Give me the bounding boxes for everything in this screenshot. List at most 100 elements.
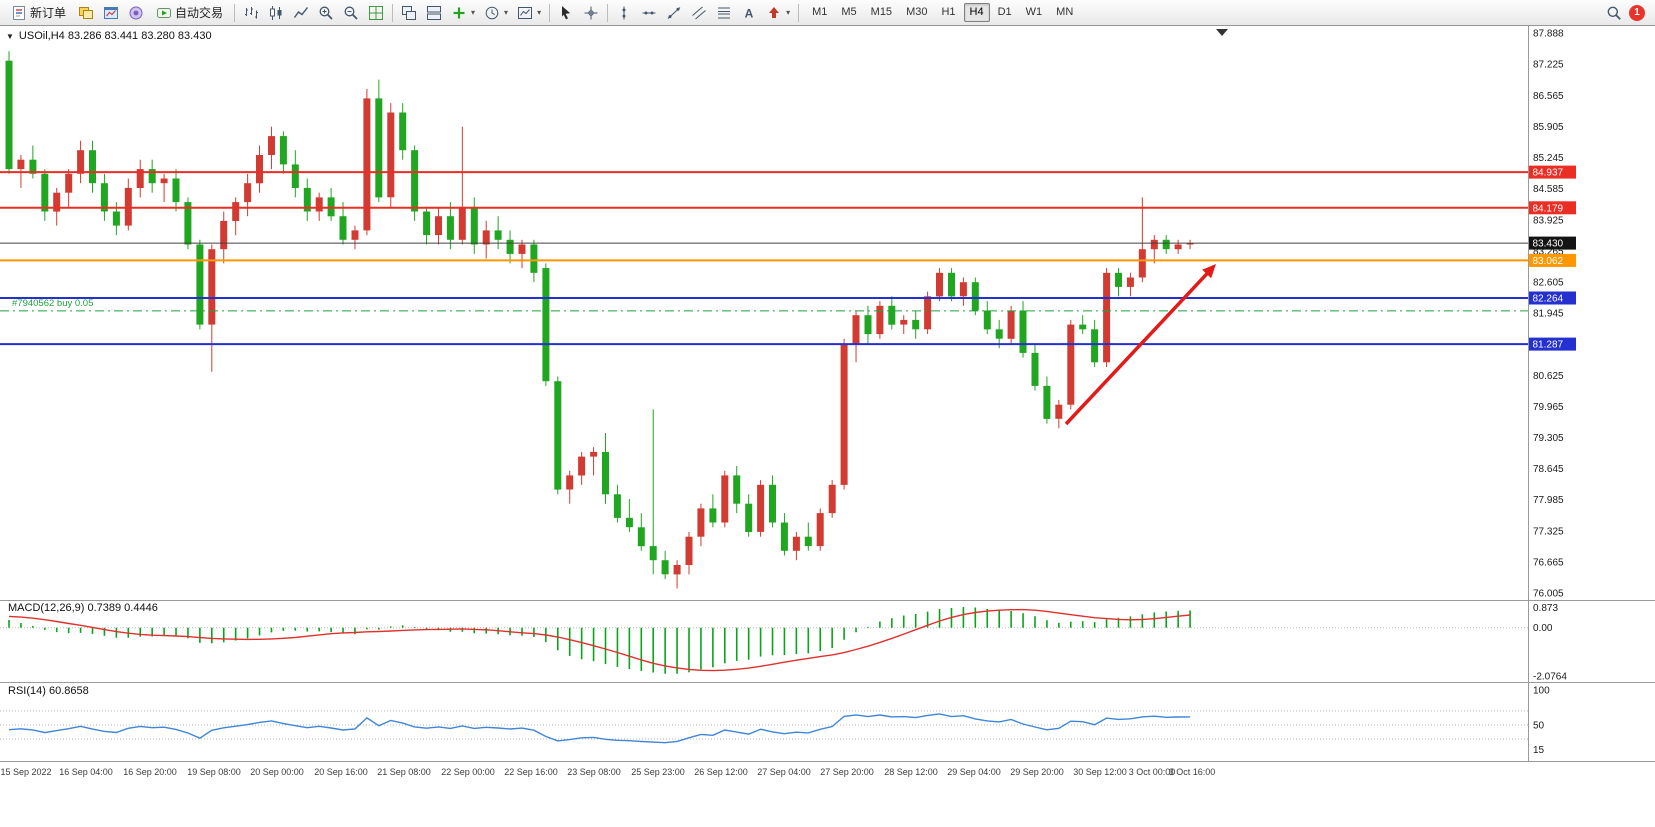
zoom-in-button[interactable]: [314, 2, 338, 24]
periods-button[interactable]: ▾: [480, 2, 512, 24]
cursor-button[interactable]: [554, 2, 578, 24]
position-line-label: #7940562 buy 0.05: [12, 298, 93, 309]
price-badge: [1529, 253, 1576, 267]
candle: [780, 513, 788, 556]
add-indicator-icon: [451, 5, 467, 21]
candle: [494, 216, 502, 250]
time-axis-label: 27 Sep 20:00: [820, 767, 874, 777]
candle: [864, 305, 872, 344]
price-badge-label: 83.062: [1533, 256, 1564, 267]
candle: [554, 376, 562, 495]
candle: [256, 145, 263, 193]
candle: [387, 103, 395, 207]
candle: [220, 211, 228, 264]
candle: [458, 126, 466, 245]
candle: [1067, 319, 1075, 410]
price-badge: [1529, 291, 1576, 305]
time-axis-label: 23 Sep 08:00: [567, 767, 621, 777]
main-toolbar: 新订单 自动交易 ▾ ▾ ▾ A ▾ M1 M5 M15 M30 H1 H4: [0, 0, 1655, 26]
timeframe-button-h1[interactable]: H1: [935, 3, 961, 22]
candle: [971, 277, 979, 316]
candle: [685, 532, 693, 575]
price-axis-label: 82.605: [1533, 278, 1564, 289]
candle: [1126, 272, 1134, 297]
price-axis-label: 77.325: [1533, 526, 1564, 537]
candle: [303, 178, 311, 221]
new-chart-icon: [103, 5, 119, 21]
rsi-scale-label: 15: [1533, 745, 1545, 756]
arrows-tool-button[interactable]: ▾: [762, 2, 794, 24]
candle: [446, 202, 454, 250]
chevron-down-icon: ▾: [471, 8, 476, 17]
candle: [315, 192, 323, 221]
candle: [124, 178, 132, 231]
candle: [279, 131, 287, 174]
channel-icon: [691, 5, 707, 21]
template-icon: [517, 5, 533, 21]
timeframe-button-m30[interactable]: M30: [900, 3, 933, 22]
bar-chart-button[interactable]: [239, 2, 263, 24]
vertical-line-button[interactable]: [612, 2, 636, 24]
profiles-button[interactable]: [74, 2, 98, 24]
timeframe-button-h4[interactable]: H4: [963, 3, 990, 22]
line-chart-button[interactable]: [289, 2, 313, 24]
candle: [590, 447, 598, 476]
price-axis-label: 83.925: [1533, 215, 1564, 226]
trend-arrow-annotation[interactable]: [1064, 267, 1214, 426]
tile-horizontal-button[interactable]: [422, 2, 446, 24]
time-axis-label: 30 Sep 12:00: [1073, 767, 1127, 777]
candle: [637, 513, 645, 551]
price-axis-label: 79.305: [1533, 433, 1564, 444]
data-window-button[interactable]: [124, 2, 148, 24]
autotrading-button[interactable]: 自动交易: [149, 2, 230, 24]
symbol-dropdown-icon[interactable]: ▼: [6, 31, 14, 41]
arrows-tool-icon: [766, 5, 782, 21]
timeframe-button-mn[interactable]: MN: [1050, 3, 1079, 22]
candle: [196, 239, 204, 330]
time-axis-label: 19 Sep 08:00: [187, 767, 241, 777]
notification-badge[interactable]: 1: [1629, 4, 1645, 21]
zoom-out-button[interactable]: [339, 2, 363, 24]
candle: [1055, 400, 1063, 429]
new-order-button[interactable]: 新订单: [4, 2, 73, 24]
chart-canvas[interactable]: #7940562 buy 0.05 87.888 87.225 86.565 85.90…: [0, 26, 1655, 827]
text-tool-button[interactable]: A: [737, 2, 761, 24]
price-axis[interactable]: [1529, 26, 1655, 761]
chart-header: ▼ USOil,H4 83.286 83.441 83.280 83.430: [6, 30, 212, 42]
macd-indicator-label: MACD(12,26,9) 0.7389 0.4446: [8, 602, 158, 614]
fibonacci-button[interactable]: [712, 2, 736, 24]
timeframe-button-d1[interactable]: D1: [992, 3, 1018, 22]
channel-button[interactable]: [687, 2, 711, 24]
time-axis-label: 16 Sep 04:00: [59, 767, 113, 777]
toolbar-separator: [234, 3, 236, 22]
profiles-icon: [78, 5, 94, 21]
price-axis-label: 83.265: [1533, 246, 1564, 257]
templates-button[interactable]: ▾: [513, 2, 545, 24]
tile-windows-button[interactable]: [364, 2, 388, 24]
chevron-down-icon: ▾: [786, 8, 791, 17]
candlestick-chart-button[interactable]: [264, 2, 288, 24]
candle: [136, 159, 144, 198]
search-icon: [1606, 5, 1622, 21]
timeframe-button-w1[interactable]: W1: [1020, 3, 1049, 22]
candle: [1019, 301, 1027, 358]
search-button[interactable]: [1602, 2, 1626, 24]
indicators-button[interactable]: ▾: [447, 2, 479, 24]
crosshair-button[interactable]: [579, 2, 603, 24]
timeframe-button-m5[interactable]: M5: [835, 3, 862, 22]
candle: [1150, 235, 1158, 264]
cascade-windows-button[interactable]: [397, 2, 421, 24]
timeframe-button-m15[interactable]: M15: [865, 3, 898, 22]
candle: [959, 277, 967, 306]
timeframe-button-m1[interactable]: M1: [806, 3, 833, 22]
price-axis-label: 78.645: [1533, 464, 1564, 475]
candle: [1031, 343, 1039, 391]
horizontal-line-button[interactable]: [637, 2, 661, 24]
candle: [566, 470, 574, 504]
candle: [900, 315, 908, 334]
trendline-button[interactable]: [662, 2, 686, 24]
candle: [1007, 305, 1015, 344]
time-axis[interactable]: [0, 762, 1528, 780]
new-chart-button[interactable]: [99, 2, 123, 24]
price-axis-label: 79.965: [1533, 402, 1564, 413]
